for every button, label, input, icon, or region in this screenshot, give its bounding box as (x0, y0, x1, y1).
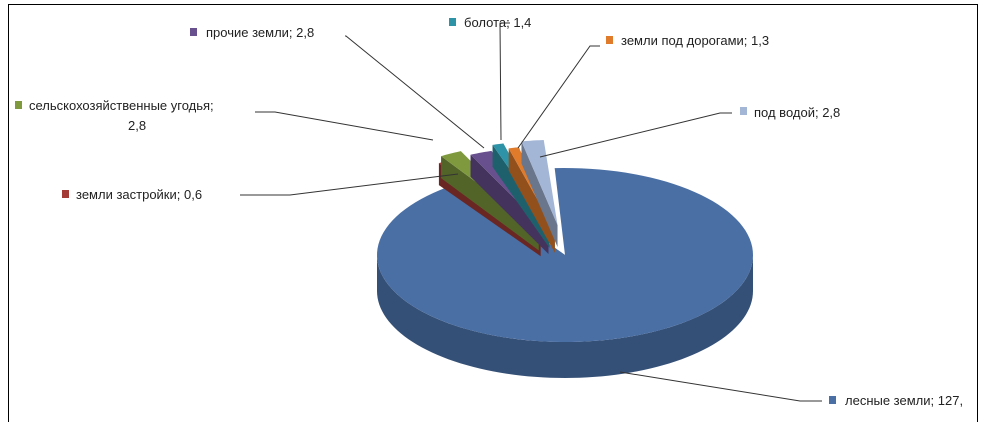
slice-key-zastroyki (62, 190, 69, 198)
leader-line-bolota (499, 22, 510, 141)
leader-line-lesnye (619, 371, 822, 402)
slice-key-lesnye (829, 396, 836, 404)
data-label-zastroyki: земли застройки; 0,6 (76, 187, 202, 202)
slice-pod-vodoy (521, 140, 558, 226)
leader-line-prochie (345, 35, 485, 149)
legend-keys (15, 18, 836, 404)
slice-key-selsko (15, 101, 22, 109)
slice-side-pod-vodoy (521, 141, 558, 248)
slice-side-selsko (441, 156, 539, 251)
slice-key-prochie (190, 28, 197, 36)
slice-side-bolota (492, 144, 550, 248)
slice-side-dorogi (508, 148, 555, 253)
leader-line-pod-vodoy (539, 112, 732, 158)
leader-line-selsko (255, 111, 434, 141)
data-label-dorogi: земли под дорогами; 1,3 (621, 33, 769, 48)
data-label-selsko: сельскохозяйственные угодья; (29, 98, 214, 113)
data-label-bolota: болота; 1,4 (464, 15, 531, 30)
slice-side-lesnye (377, 255, 753, 378)
callout-lines (240, 22, 822, 402)
slice-lesnye (377, 168, 753, 342)
slice-key-pod-vodoy (740, 107, 747, 115)
leader-line-dorogi (517, 45, 600, 149)
data-labels: лесные земли; 127, земли застройки; 0,6 … (29, 15, 963, 408)
data-label-selsko-value: 2,8 (128, 118, 146, 133)
data-label-lesnye: лесные земли; 127, (845, 393, 963, 408)
pie-marks (377, 140, 753, 378)
data-label-pod-vodoy: под водой; 2,8 (754, 105, 840, 120)
chart-frame (8, 4, 978, 422)
leader-line-zastroyki (240, 173, 459, 196)
slice-key-bolota (449, 18, 456, 26)
slice-key-dorogi (606, 36, 613, 44)
data-label-prochie: прочие земли; 2,8 (206, 25, 314, 40)
slice-side-prochie (470, 154, 549, 254)
